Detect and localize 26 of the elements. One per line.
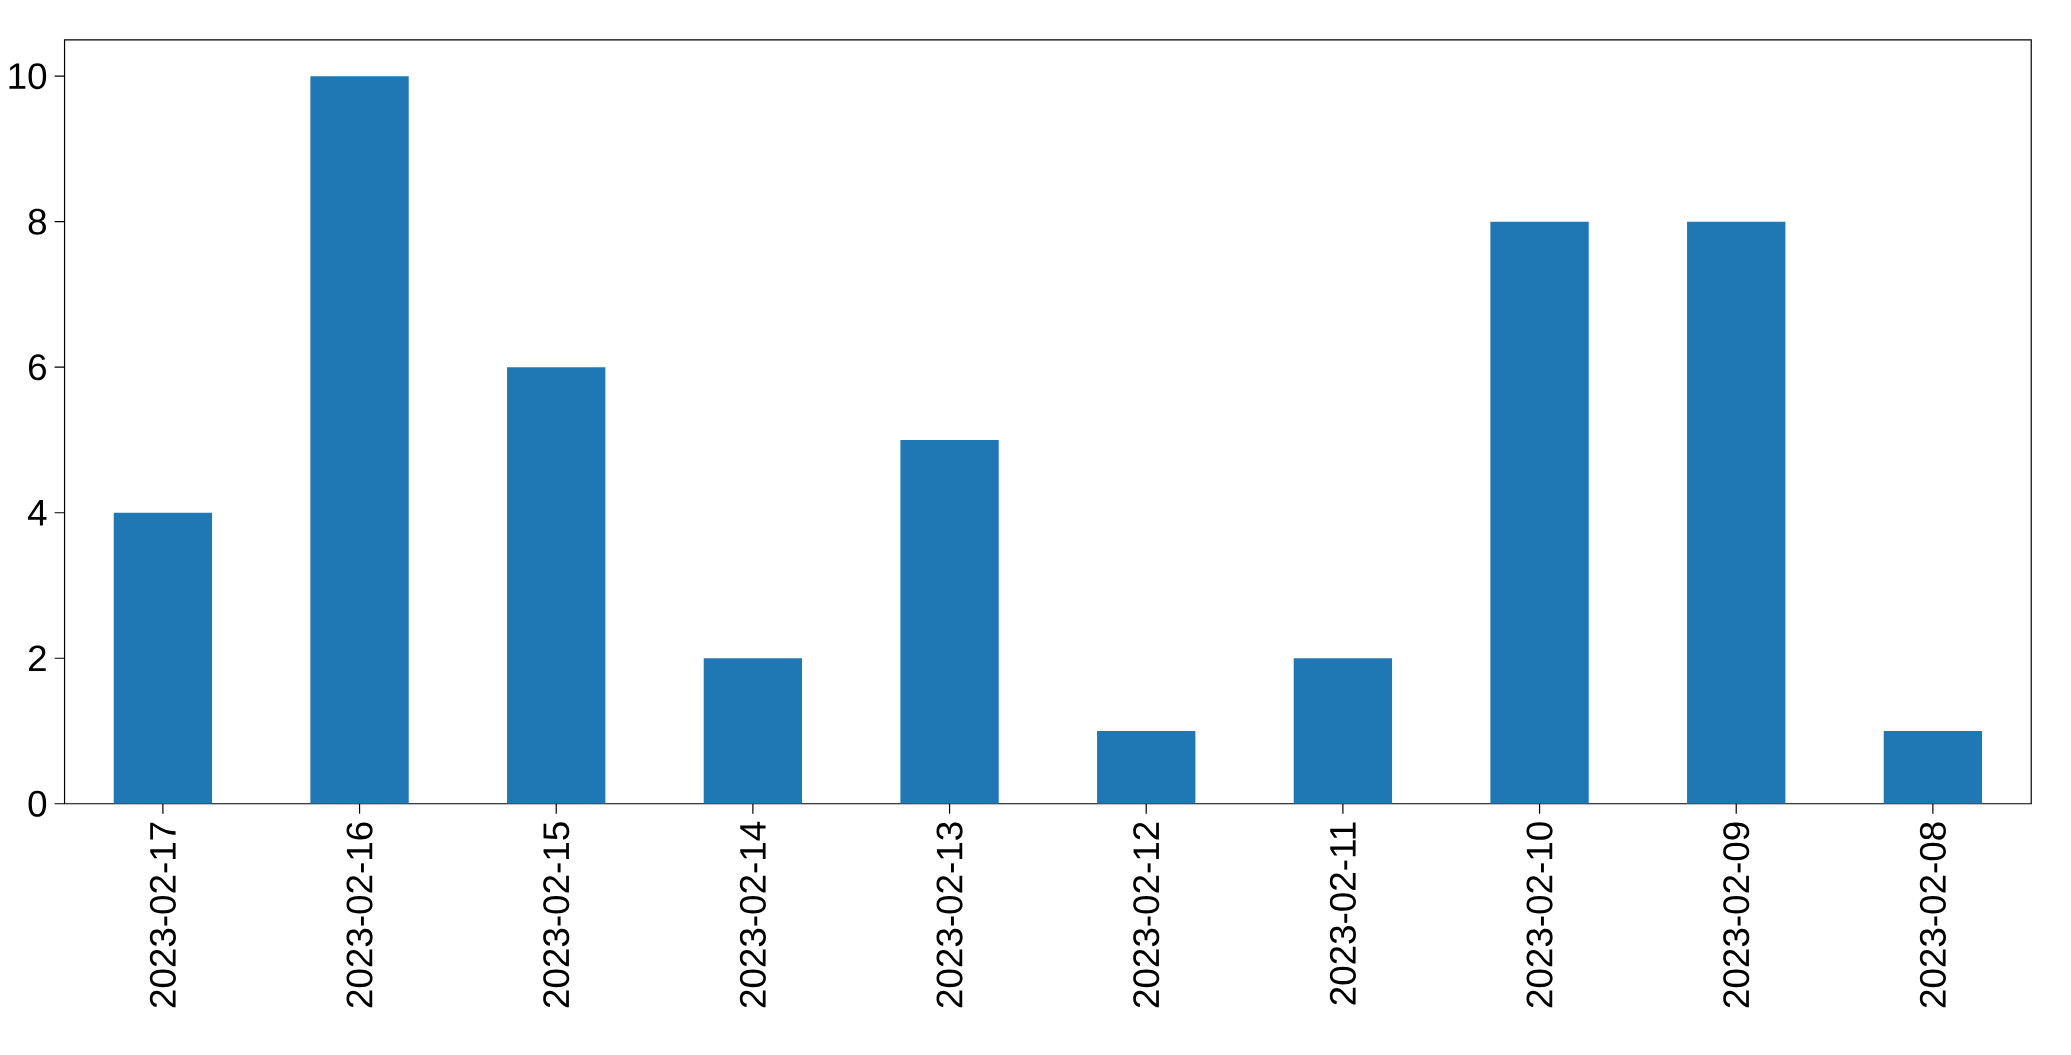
y-tick-label: 8 (28, 208, 46, 235)
x-tick-label: 2023-02-10 (1526, 822, 1553, 1007)
x-tick-label: 2023-02-13 (936, 822, 963, 1007)
y-tick-label: 6 (28, 353, 46, 381)
x-tick-label: 2023-02-11 (1329, 822, 1356, 1005)
x-tick-label: 2023-02-08 (1919, 822, 1946, 1007)
y-tick-label: 10 (9, 62, 47, 89)
bar (1097, 730, 1196, 804)
y-tick-label: 4 (27, 499, 47, 526)
x-tick-label: 2023-02-14 (739, 821, 766, 1007)
bar (113, 512, 213, 804)
bar (310, 75, 409, 804)
bar (1490, 221, 1589, 804)
bar (1687, 221, 1786, 804)
x-tick-label: 2023-02-16 (346, 822, 373, 1007)
x-tick-label: 2023-02-15 (543, 822, 570, 1007)
x-tick-label: 2023-02-09 (1723, 822, 1750, 1007)
x-tick-label: 2023-02-17 (149, 822, 176, 1007)
bar (1293, 658, 1393, 804)
bar (703, 658, 803, 804)
bar (1883, 730, 1983, 804)
bar (900, 439, 999, 804)
y-tick-label: 0 (28, 790, 47, 817)
y-tick-label: 2 (28, 645, 46, 671)
bar (507, 366, 606, 804)
x-tick-label: 2023-02-12 (1133, 822, 1160, 1007)
